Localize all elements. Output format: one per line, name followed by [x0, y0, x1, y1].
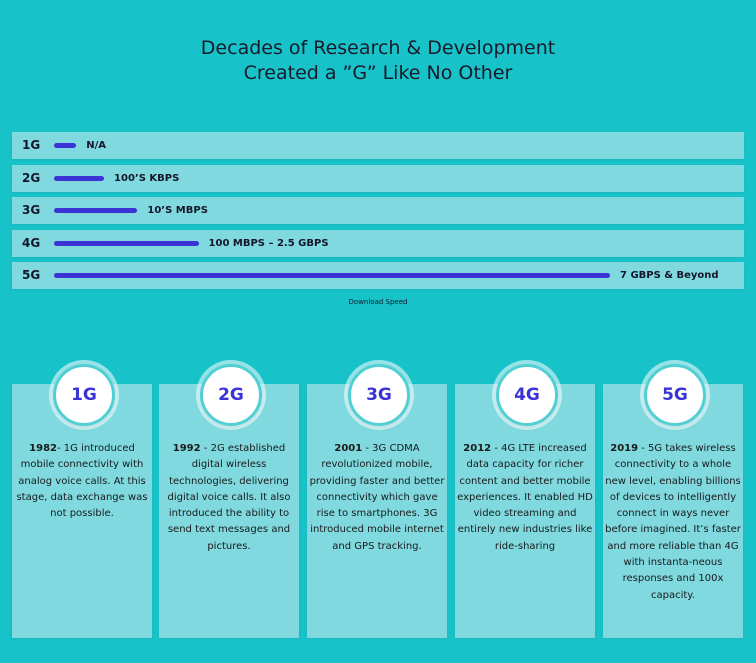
generation-badge: 4G — [496, 364, 558, 426]
bar-5g — [54, 273, 610, 279]
card-1g — [12, 384, 152, 638]
bar-category-label: 5G — [22, 268, 41, 283]
chart-x-axis-label: Download Speed — [348, 298, 408, 306]
bar-value-label: 100’S KBPS — [114, 172, 180, 184]
bar-category-label: 2G — [22, 170, 41, 185]
bar-row-1g: 1G N/A — [12, 132, 744, 159]
generation-badge: 5G — [644, 364, 706, 426]
generation-badge: 2G — [200, 364, 262, 426]
card-4g — [455, 384, 595, 638]
badge-label: 5G — [662, 385, 688, 405]
card-body: - 2G established digital wireless techno… — [167, 443, 291, 552]
bar-category-label: 4G — [22, 235, 41, 250]
bar-row-2g: 2G 100’S KBPS — [12, 164, 744, 192]
bar-value-label: 10’S MBPS — [147, 205, 208, 217]
card-description: 2019 - 5G takes wireless connectivity to… — [603, 441, 743, 604]
title-line-1: Decades of Research & Development — [200, 37, 556, 59]
bar-3g — [54, 208, 138, 214]
card-body: - 5G takes wireless connectivity to a wh… — [605, 443, 741, 601]
badge-label: 2G — [218, 385, 244, 405]
bar-value-label: 100 MBPS – 2.5 GBPS — [208, 237, 329, 249]
bar-value-label: N/A — [86, 140, 106, 151]
card-description: 1982- 1G introduced mobile connectivity … — [12, 441, 152, 522]
generation-badge: 1G — [53, 364, 115, 426]
card-2g — [159, 384, 299, 638]
badge-label: 3G — [366, 385, 392, 405]
card-5g — [603, 384, 743, 638]
bar-category-label: 1G — [22, 138, 41, 152]
card-body: - 3G CDMA revolutionized mobile, providi… — [309, 443, 445, 552]
card-year: 2019 — [610, 443, 639, 454]
bar-row-4g: 4G 100 MBPS – 2.5 GBPS — [12, 229, 744, 257]
card-description: 2012 - 4G LTE increased data capacity fo… — [455, 441, 595, 555]
bar-row-3g: 3G 10’S MBPS — [12, 197, 744, 225]
bar-2g — [54, 175, 105, 181]
bar-1g — [54, 143, 77, 148]
card-year: 1982 — [29, 443, 58, 454]
page-title: Decades of Research & Development Create… — [0, 36, 756, 86]
card-year: 2001 — [334, 443, 363, 454]
card-description: 2001 - 3G CDMA revolutionized mobile, pr… — [307, 441, 447, 555]
card-year: 1992 — [172, 443, 201, 454]
card-description: 1992 - 2G established digital wireless t… — [159, 441, 299, 555]
card-body: - 4G LTE increased data capacity for ric… — [457, 443, 593, 552]
bar-4g — [54, 240, 199, 246]
card-3g — [307, 384, 447, 638]
bar-value-label: 7 GBPS & Beyond — [620, 270, 719, 282]
bar-row-5g: 5G 7 GBPS & Beyond — [12, 262, 744, 290]
title-line-2: Created a ”G” Like No Other — [243, 62, 513, 84]
card-year: 2012 — [463, 443, 492, 454]
card-body: - 1G introduced mobile connectivity with… — [16, 443, 148, 520]
bar-category-label: 3G — [22, 203, 41, 218]
badge-label: 4G — [514, 385, 540, 405]
generation-badge: 3G — [348, 364, 410, 426]
badge-label: 1G — [71, 385, 97, 405]
